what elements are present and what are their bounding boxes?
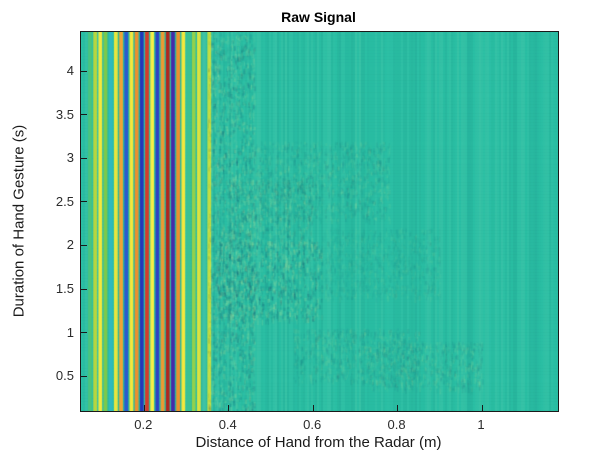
y-tick-mark	[81, 201, 87, 203]
x-tick-label: 0.2	[134, 417, 153, 432]
x-tick-label: 0.8	[387, 417, 406, 432]
y-tick-mark	[81, 332, 87, 334]
y-tick-mark	[81, 288, 87, 290]
y-tick-label: 3.5	[55, 106, 74, 122]
y-tick-label: 2	[66, 237, 74, 253]
heatmap-image	[81, 32, 558, 411]
x-axis-label: Distance of Hand from the Radar (m)	[195, 434, 442, 451]
y-tick-mark	[81, 375, 87, 377]
x-tick-label: 1	[477, 417, 485, 432]
x-tick-mark	[228, 405, 230, 411]
y-tick-label: 1.5	[55, 281, 74, 297]
y-tick-label: 4	[66, 63, 74, 79]
y-tick-mark	[81, 157, 87, 159]
y-tick-label: 0.5	[55, 368, 74, 384]
chart-title: Raw Signal	[281, 9, 356, 25]
axes-area	[80, 31, 559, 412]
x-tick-mark	[481, 405, 483, 411]
x-tick-label: 0.4	[218, 417, 237, 432]
y-tick-mark	[81, 114, 87, 116]
x-tick-mark	[312, 405, 314, 411]
x-tick-label: 0.6	[303, 417, 322, 432]
y-tick-mark	[81, 70, 87, 72]
x-tick-mark	[397, 405, 399, 411]
y-tick-label: 1	[66, 324, 74, 340]
x-tick-mark	[143, 405, 145, 411]
y-tick-label: 3	[66, 150, 74, 166]
y-tick-label: 2.5	[55, 193, 74, 209]
y-axis-label: Duration of Hand Gesture (s)	[10, 124, 28, 318]
y-tick-mark	[81, 244, 87, 246]
